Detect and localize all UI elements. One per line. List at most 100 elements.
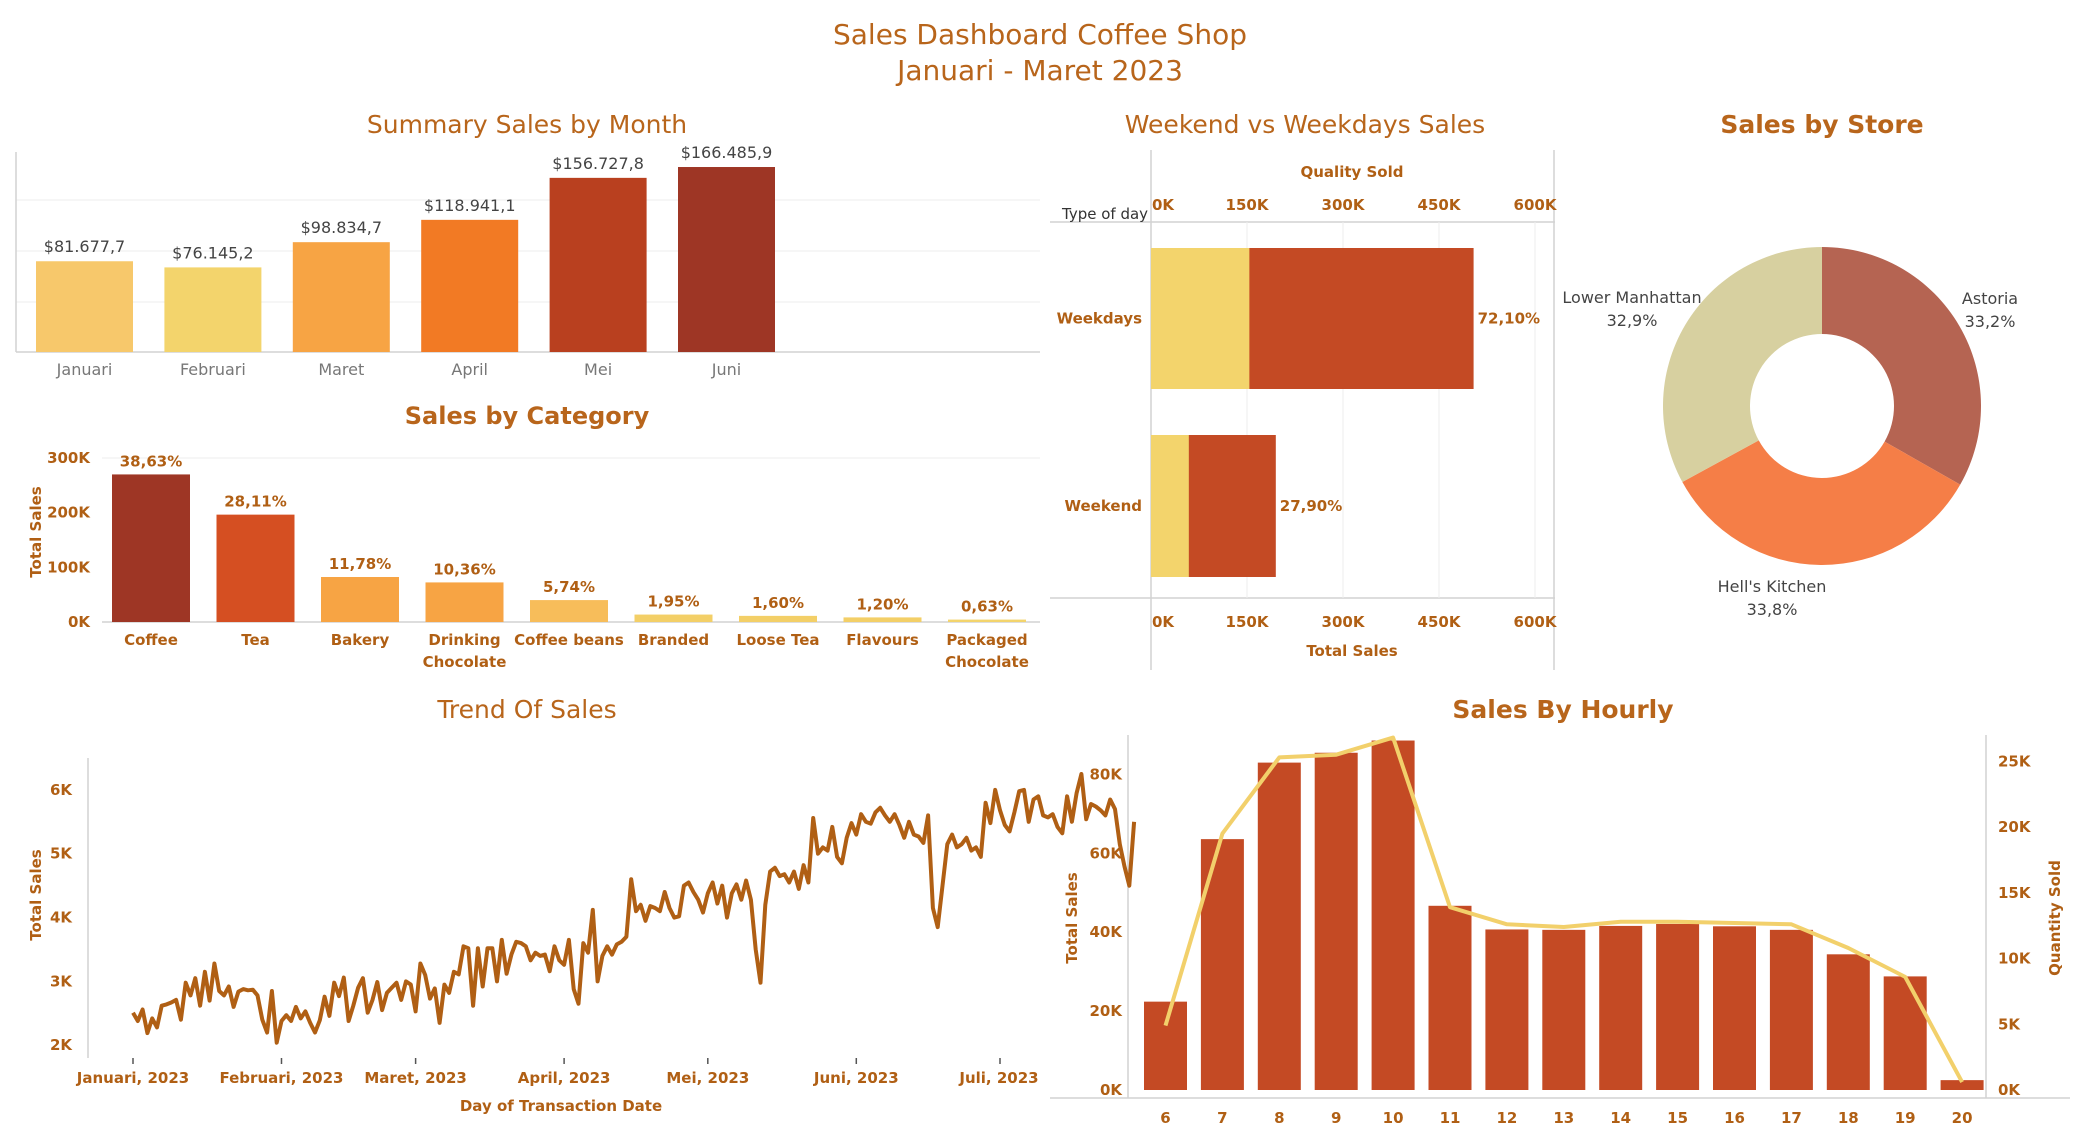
- category-x-tick: Chocolate: [423, 653, 507, 671]
- weekend-top-tick: 600K: [1514, 196, 1558, 214]
- hourly-x-tick: 12: [1496, 1109, 1517, 1127]
- category-bar-label: 11,78%: [329, 555, 391, 573]
- monthly-bar: [421, 219, 519, 352]
- store-slice-pct: 32,9%: [1607, 311, 1658, 330]
- weekend-top-tick: 150K: [1226, 196, 1270, 214]
- store-slice: [1663, 247, 1822, 483]
- store-slice-pct: 33,8%: [1747, 600, 1798, 619]
- category-x-tick: Coffee beans: [514, 631, 624, 649]
- weekend-bottom-tick: 150K: [1226, 613, 1270, 631]
- category-y-tick: 100K: [47, 558, 91, 576]
- weekend-bar-label: 27,90%: [1280, 497, 1342, 515]
- category-x-tick: Branded: [638, 631, 709, 649]
- hourly-x-tick: 11: [1440, 1109, 1461, 1127]
- hourly-x-tick: 8: [1274, 1109, 1284, 1127]
- category-bar-label: 38,63%: [120, 452, 182, 470]
- monthly-x-tick: Februari: [180, 360, 246, 379]
- monthly-bar: [678, 167, 775, 352]
- hourly-bar: [1144, 1001, 1187, 1090]
- dashboard-title: Sales Dashboard Coffee Shop: [833, 18, 1247, 51]
- category-bar: [843, 617, 922, 622]
- monthly-bar-label: $118.941,1: [424, 196, 516, 215]
- monthly-bar-label: $98.834,7: [301, 218, 382, 237]
- weekend-bottom-tick: 300K: [1322, 613, 1366, 631]
- weekend-chart-frame: [1050, 150, 1555, 670]
- category-x-tick: Chocolate: [945, 653, 1029, 671]
- hourly-bar: [1940, 1080, 1984, 1090]
- weekend-qty-bar: [1151, 435, 1189, 577]
- trend-y-tick: 5K: [50, 845, 73, 863]
- weekend-top-tick: 450K: [1418, 196, 1462, 214]
- monthly-x-tick: Mei: [584, 360, 612, 379]
- category-bar: [530, 600, 608, 622]
- category-y-tick: 0K: [68, 613, 91, 631]
- trend-x-tick: Maret, 2023: [364, 1069, 466, 1087]
- monthly-x-tick: Januari: [56, 360, 113, 379]
- hourly-x-tick: 13: [1553, 1109, 1574, 1127]
- monthly-x-tick: Juni: [711, 360, 741, 379]
- weekend-bottom-tick: 450K: [1418, 613, 1462, 631]
- trend-x-tick: April, 2023: [518, 1069, 611, 1087]
- hourly-x-tick: 16: [1724, 1109, 1745, 1127]
- hourly-y2-tick: 10K: [1998, 950, 2032, 968]
- hourly-bar: [1656, 923, 1700, 1090]
- monthly-bar: [292, 242, 390, 352]
- weekend-bottom-tick: 0K: [1152, 613, 1175, 631]
- hourly-x-tick: 18: [1838, 1109, 1859, 1127]
- hourly-bar: [1428, 905, 1472, 1090]
- hourly-bar: [1883, 976, 1927, 1090]
- hourly-y-axis-label: Total Sales: [1063, 872, 1081, 963]
- hourly-x-tick: 10: [1383, 1109, 1404, 1127]
- weekend-top-tick: 0K: [1152, 196, 1175, 214]
- hourly-y-tick: 20K: [1090, 1002, 1124, 1020]
- store-slice-pct: 33,2%: [1965, 312, 2016, 331]
- category-bar: [948, 619, 1026, 622]
- trend-chart-title: Trend Of Sales: [436, 695, 616, 724]
- top-axis-label: Quality Sold: [1301, 163, 1404, 181]
- hourly-y2-tick: 0K: [1998, 1081, 2021, 1099]
- monthly-x-tick: April: [451, 360, 488, 379]
- weekend-row-label: Weekend: [1064, 497, 1142, 515]
- hourly-y2-tick: 25K: [1998, 752, 2032, 770]
- weekend-bar-label: 72,10%: [1478, 310, 1540, 328]
- hourly-y-tick: 40K: [1090, 923, 1124, 941]
- category-bar-label: 0,63%: [961, 598, 1013, 616]
- category-y-axis: Total Sales: [27, 486, 45, 577]
- hourly-bar: [1314, 752, 1358, 1090]
- store-slice-name: Astoria: [1962, 289, 2018, 308]
- category-bar: [739, 615, 817, 622]
- hourly-y2-axis-label: Quantity Sold: [2046, 860, 2064, 976]
- trend-x-tick: Mei, 2023: [666, 1069, 749, 1087]
- category-x-tick: Loose Tea: [736, 631, 819, 649]
- monthly-bar: [164, 267, 262, 352]
- category-chart-title: Sales by Category: [405, 402, 650, 430]
- hourly-x-tick: 19: [1895, 1109, 1916, 1127]
- category-bar: [425, 582, 504, 622]
- trend-x-tick: Juni, 2023: [813, 1069, 899, 1087]
- trend-x-axis-label: Day of Transaction Date: [460, 1097, 662, 1115]
- weekend-bottom-tick: 600K: [1514, 613, 1558, 631]
- hourly-y-tick: 60K: [1090, 844, 1124, 862]
- hourly-bar: [1485, 929, 1529, 1090]
- category-bar: [216, 514, 295, 622]
- bottom-axis-label: Total Sales: [1306, 642, 1397, 660]
- hourly-bar: [1826, 954, 1870, 1090]
- hourly-y-tick: 0K: [1100, 1081, 1123, 1099]
- hourly-bar: [1200, 839, 1244, 1090]
- hourly-x-tick: 17: [1781, 1109, 1802, 1127]
- hourly-bar: [1257, 762, 1301, 1090]
- trend-y-tick: 4K: [50, 909, 73, 927]
- category-y-tick: 200K: [47, 504, 91, 522]
- store-donut-chart: Astoria 33,2% Hell's Kitchen 33,8% Lower Man…: [1562, 247, 2018, 619]
- category-bar-label: 5,74%: [543, 578, 595, 596]
- hourly-y2-tick: 15K: [1998, 884, 2032, 902]
- weekend-row-label: Weekdays: [1057, 310, 1143, 328]
- trend-y-axis-label: Total Sales: [27, 849, 45, 940]
- monthly-bar: [36, 261, 133, 352]
- hourly-y-tick: 80K: [1090, 765, 1124, 783]
- dashboard-subtitle: Januari - Maret 2023: [895, 54, 1183, 87]
- monthly-bar: [549, 177, 647, 352]
- hourly-bar: [1542, 929, 1586, 1090]
- category-x-tick: Bakery: [331, 631, 390, 649]
